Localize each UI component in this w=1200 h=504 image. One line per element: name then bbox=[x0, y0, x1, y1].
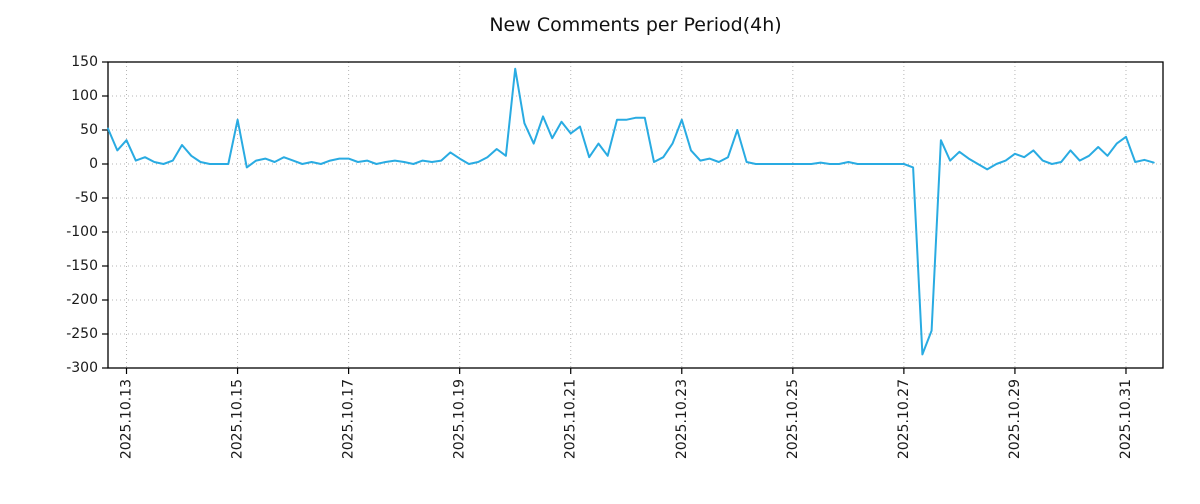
y-tick-label: 0 bbox=[89, 156, 98, 172]
y-tick-label: 50 bbox=[80, 122, 98, 138]
x-tick-label: 2025.10.17 bbox=[341, 379, 357, 459]
x-tick-label: 2025.10.21 bbox=[563, 379, 579, 459]
data-series-line bbox=[107, 67, 1155, 356]
x-tick-label: 2025.10.13 bbox=[119, 379, 135, 459]
x-tick-label: 2025.10.19 bbox=[452, 379, 468, 459]
x-tick-label: 2025.10.29 bbox=[1007, 379, 1023, 459]
y-tick-label: -250 bbox=[66, 326, 98, 342]
y-tick-label: -200 bbox=[66, 292, 98, 308]
y-tick-label: 150 bbox=[71, 54, 98, 70]
y-tick-label: 100 bbox=[71, 88, 98, 104]
x-tick-label: 2025.10.15 bbox=[230, 379, 246, 459]
y-tick-label: -100 bbox=[66, 224, 98, 240]
y-tick-label: -300 bbox=[66, 360, 98, 376]
x-tick-label: 2025.10.31 bbox=[1118, 379, 1134, 459]
x-tick-label: 2025.10.27 bbox=[896, 379, 912, 459]
x-tick-label: 2025.10.23 bbox=[674, 379, 690, 459]
plot-border bbox=[107, 61, 1164, 369]
x-tick-label: 2025.10.25 bbox=[785, 379, 801, 459]
y-tick-label: -150 bbox=[66, 258, 98, 274]
chart-title: New Comments per Period(4h) bbox=[489, 14, 782, 36]
y-tick-label: -50 bbox=[75, 190, 98, 206]
